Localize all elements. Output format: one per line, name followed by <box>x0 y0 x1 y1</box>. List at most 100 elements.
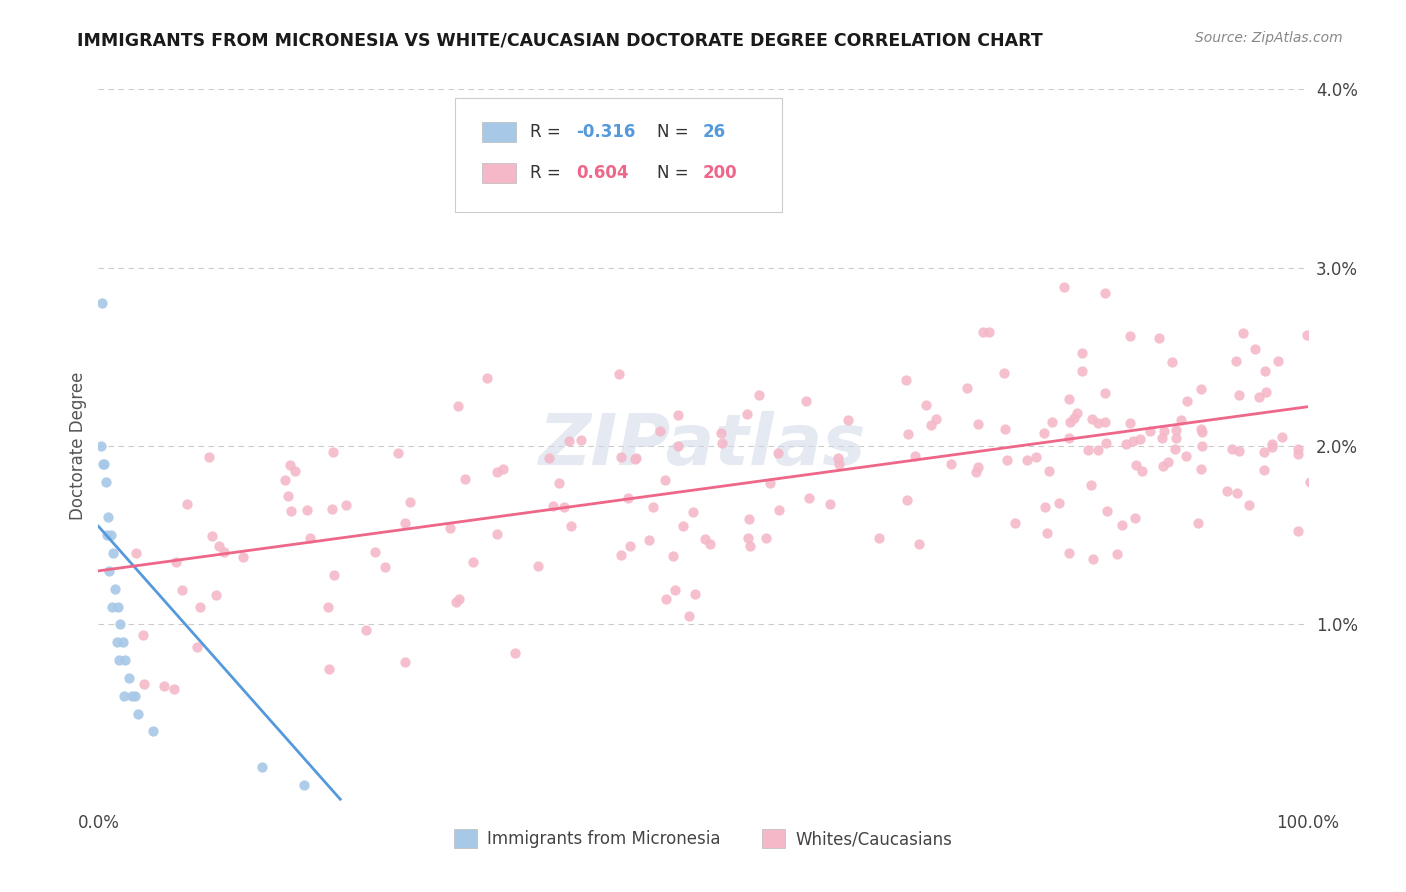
Point <box>1057 546 1080 560</box>
Point <box>475 371 498 385</box>
Point <box>1057 392 1080 406</box>
Point <box>993 366 1015 380</box>
Point <box>1296 327 1319 342</box>
Point <box>755 531 778 545</box>
Point <box>666 408 689 422</box>
Point <box>1122 434 1144 449</box>
Point <box>1286 447 1309 461</box>
Point <box>797 491 820 505</box>
Point <box>1059 415 1081 429</box>
Point <box>1166 432 1188 446</box>
Point <box>915 398 938 412</box>
Point <box>165 555 187 569</box>
Point <box>132 628 155 642</box>
Point <box>364 545 387 559</box>
Point <box>1115 437 1137 451</box>
FancyBboxPatch shape <box>482 162 516 183</box>
Text: Source: ZipAtlas.com: Source: ZipAtlas.com <box>1195 31 1343 45</box>
Point <box>201 529 224 543</box>
Point <box>1094 286 1116 301</box>
Text: N =: N = <box>657 123 695 141</box>
Text: 200: 200 <box>703 164 738 182</box>
Point <box>142 724 165 739</box>
Point <box>387 445 409 459</box>
Point <box>941 457 963 471</box>
Point <box>439 521 461 535</box>
Point <box>1077 442 1099 457</box>
Point <box>107 599 129 614</box>
Point <box>1244 342 1267 356</box>
Point <box>896 492 918 507</box>
Point <box>626 450 648 465</box>
Point <box>1087 443 1109 458</box>
Point <box>108 653 131 667</box>
Point <box>454 471 477 485</box>
Point <box>1346 401 1368 415</box>
Point <box>1286 442 1309 456</box>
Point <box>97 510 120 524</box>
Point <box>641 500 664 514</box>
Text: R =: R = <box>530 164 567 182</box>
Point <box>616 491 638 505</box>
Point <box>526 559 548 574</box>
Point <box>977 325 1000 339</box>
Point <box>1059 431 1081 445</box>
Point <box>1123 511 1146 525</box>
Point <box>153 679 176 693</box>
Point <box>1047 495 1070 509</box>
Point <box>1189 421 1212 435</box>
Point <box>124 689 146 703</box>
Point <box>1232 326 1254 340</box>
FancyBboxPatch shape <box>482 122 516 142</box>
Point <box>610 450 633 464</box>
Point <box>1129 432 1152 446</box>
Point <box>1227 444 1250 458</box>
Point <box>1175 393 1198 408</box>
FancyBboxPatch shape <box>456 98 782 212</box>
Point <box>1353 452 1375 467</box>
Point <box>335 498 357 512</box>
Point <box>678 609 700 624</box>
Text: IMMIGRANTS FROM MICRONESIA VS WHITE/CAUCASIAN DOCTORATE DEGREE CORRELATION CHART: IMMIGRANTS FROM MICRONESIA VS WHITE/CAUC… <box>77 31 1043 49</box>
Point <box>894 372 917 386</box>
Point <box>278 458 301 473</box>
Point <box>537 451 560 466</box>
Point <box>299 531 322 545</box>
Point <box>280 504 302 518</box>
Point <box>711 436 734 450</box>
Point <box>956 381 979 395</box>
Point <box>212 545 235 559</box>
Point <box>1040 415 1063 429</box>
Point <box>1071 364 1094 378</box>
Point <box>693 533 716 547</box>
Point <box>868 531 890 545</box>
Point <box>1147 331 1170 345</box>
Point <box>188 600 211 615</box>
Point <box>619 539 641 553</box>
Point <box>449 592 471 607</box>
Point <box>666 439 689 453</box>
Point <box>1286 524 1309 538</box>
Point <box>924 412 946 426</box>
Point <box>1161 355 1184 369</box>
Point <box>208 539 231 553</box>
Point <box>394 655 416 669</box>
Point <box>1107 547 1129 561</box>
Point <box>1125 458 1147 472</box>
Point <box>558 434 581 448</box>
Text: ZIPatlas: ZIPatlas <box>540 411 866 481</box>
Point <box>297 503 319 517</box>
Point <box>1319 392 1341 407</box>
Point <box>1094 415 1116 429</box>
Point <box>768 503 790 517</box>
Point <box>995 453 1018 467</box>
Point <box>972 326 994 340</box>
Point <box>828 458 851 472</box>
Point <box>125 546 148 560</box>
Point <box>96 528 118 542</box>
Point <box>232 550 254 565</box>
Point <box>1004 516 1026 530</box>
Point <box>118 671 141 685</box>
Point <box>1260 437 1282 451</box>
Y-axis label: Doctorate Degree: Doctorate Degree <box>69 372 87 520</box>
